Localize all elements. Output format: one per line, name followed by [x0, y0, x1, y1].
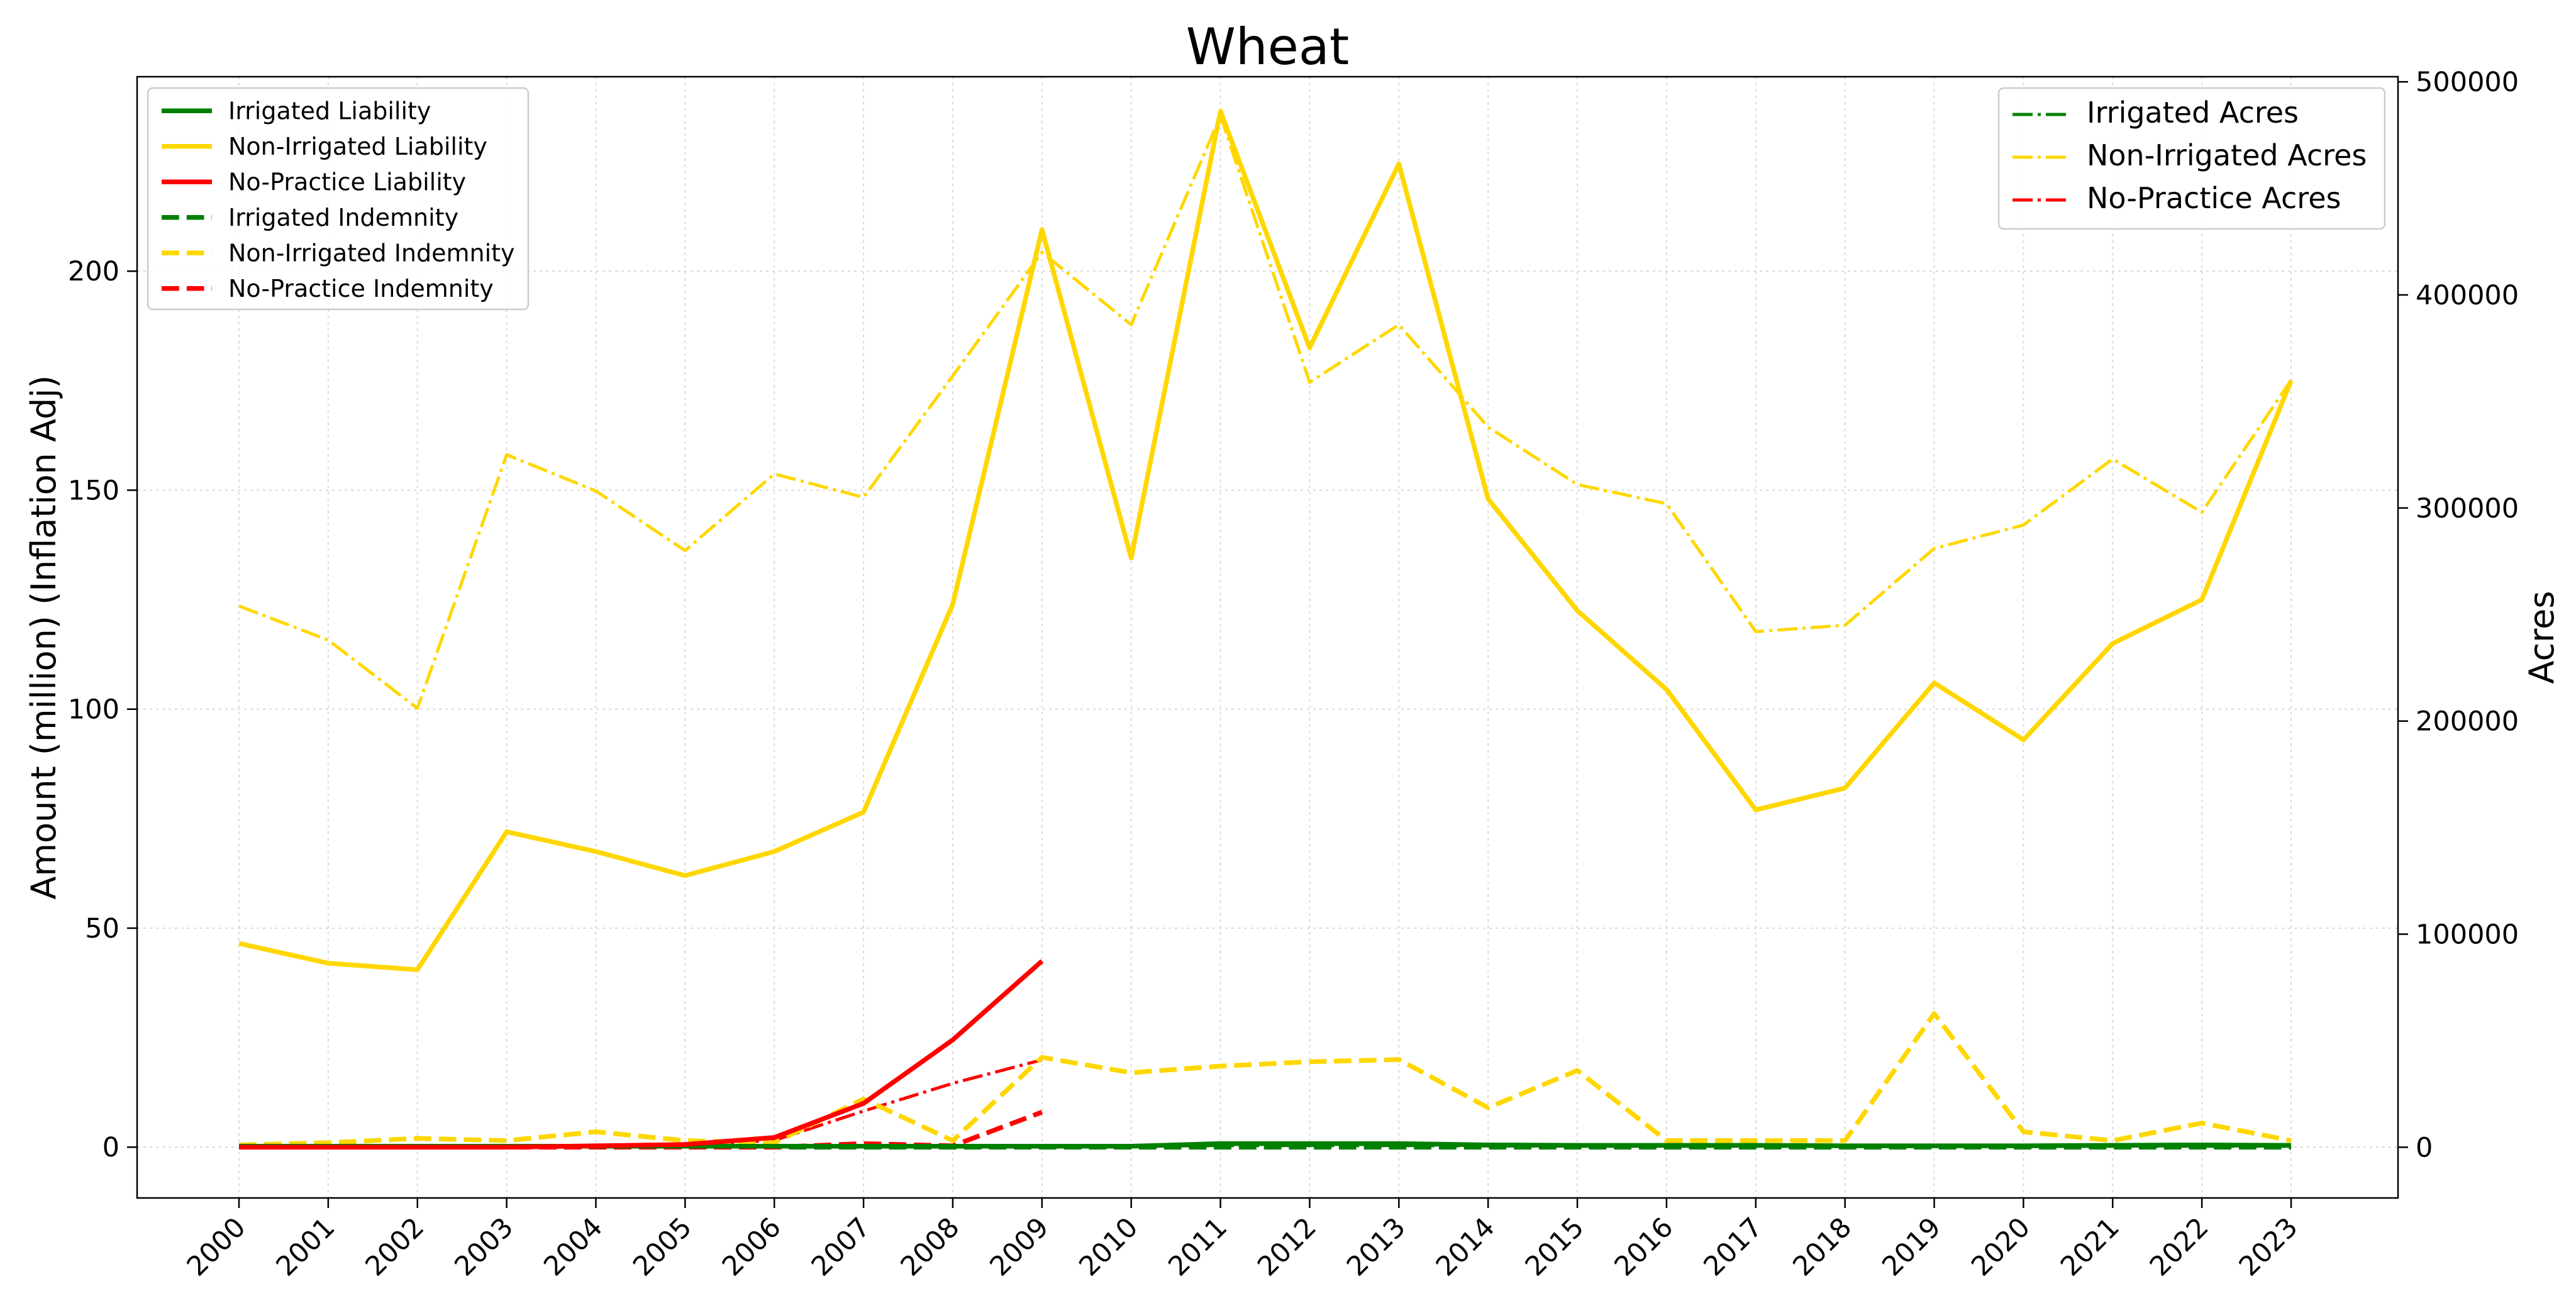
- series-line-non-irrigated-liability: [238, 109, 2294, 972]
- series-line-non-irrigated-acres: [238, 114, 2293, 710]
- legend-left: Irrigated Liability Non-Irrigated Liabili…: [147, 87, 530, 311]
- y2-tick-label: 0: [2416, 1132, 2433, 1163]
- legend-right-label-non-irrigated-acres: Non-Irrigated Acres: [2087, 138, 2367, 172]
- legend-left-label-non-irrigated-liability: Non-Irrigated Liability: [228, 133, 487, 160]
- legend-left-label-irrigated-liability: Irrigated Liability: [228, 97, 431, 125]
- series-line-no-practice-liability: [239, 959, 1044, 1150]
- y-axis-title: Amount (million) (Inflation Adj): [24, 375, 64, 900]
- series-line-non-irrigated-indemnity: [238, 1011, 2292, 1148]
- grid: [137, 77, 2398, 1198]
- legend-right-frame: [1997, 87, 2386, 230]
- y2-tick-label: 400000: [2416, 280, 2519, 311]
- y2-axis-title: Acres: [2522, 590, 2562, 684]
- y-tick-label: 100: [68, 694, 119, 726]
- legend-right-label-no-practice-acres: No-Practice Acres: [2087, 181, 2341, 215]
- y2-tick-label: 100000: [2416, 919, 2519, 951]
- legend-left-label-no-practice-liability: No-Practice Liability: [228, 168, 466, 196]
- plot-frame: [136, 75, 2399, 1199]
- legend-left-frame: [147, 87, 530, 311]
- y-tick-label: 200: [68, 256, 119, 287]
- legend-right: Irrigated Acres Non-Irrigated Acres No-Pra…: [1997, 87, 2386, 230]
- series-lines: [238, 109, 2294, 1150]
- chart-title: Wheat: [1186, 18, 1349, 76]
- legend-left-label-no-practice-indemnity: No-Practice Indemnity: [228, 275, 494, 302]
- y2-tick-label: 300000: [2416, 493, 2519, 524]
- y2-tick-label: 200000: [2416, 706, 2519, 738]
- y2-tick-label: 500000: [2416, 67, 2519, 98]
- y-tick-label: 150: [68, 475, 119, 506]
- legend-right-label-irrigated-acres: Irrigated Acres: [2087, 96, 2299, 130]
- legend-left-label-irrigated-indemnity: Irrigated Indemnity: [228, 204, 458, 231]
- y-tick-label: 0: [103, 1132, 119, 1163]
- legend-left-label-non-irrigated-indemnity: Non-Irrigated Indemnity: [228, 239, 515, 267]
- y-tick-label: 50: [85, 913, 119, 945]
